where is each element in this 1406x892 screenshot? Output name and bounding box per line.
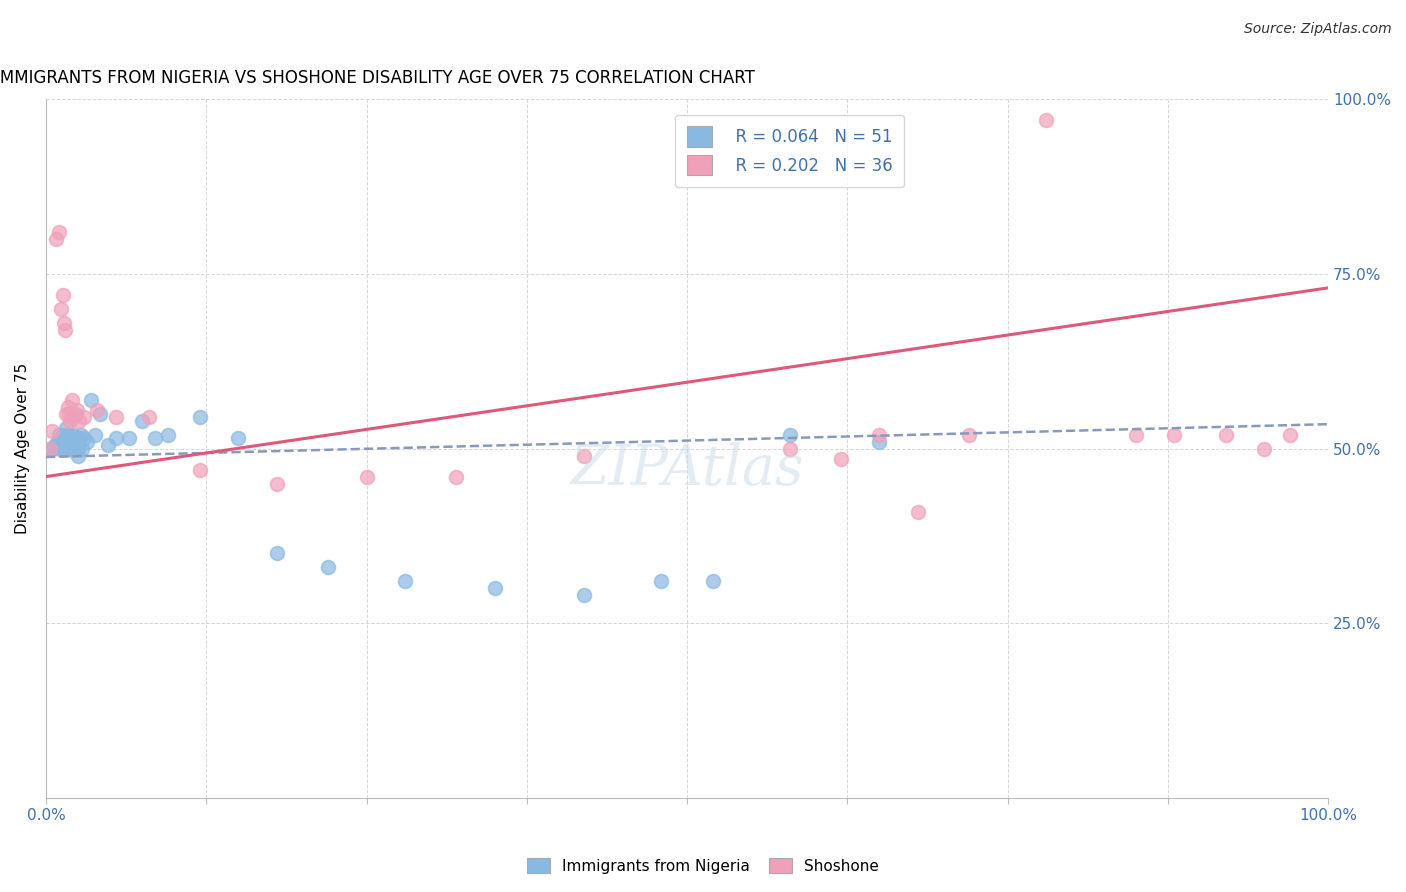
Point	[53, 438, 76, 452]
Point	[66, 442, 89, 456]
Point	[73, 410, 96, 425]
Point	[51, 434, 73, 449]
Point	[56, 442, 79, 456]
Point	[143, 431, 166, 445]
Point	[52, 288, 75, 302]
Point	[394, 574, 416, 589]
Point	[356, 469, 378, 483]
Point	[957, 427, 980, 442]
Point	[46, 434, 69, 449]
Point	[1125, 427, 1147, 442]
Point	[55, 434, 77, 449]
Point	[779, 427, 801, 442]
Point	[1253, 442, 1275, 456]
Point	[44, 438, 66, 452]
Point	[52, 316, 75, 330]
Point	[70, 442, 93, 456]
Point	[63, 442, 86, 456]
Point	[53, 323, 76, 337]
Point	[60, 438, 83, 452]
Point	[76, 434, 98, 449]
Point	[138, 410, 160, 425]
Point	[58, 427, 80, 442]
Point	[131, 414, 153, 428]
Point	[266, 546, 288, 560]
Point	[62, 427, 84, 442]
Point	[63, 410, 86, 425]
Point	[188, 462, 211, 476]
Point	[105, 410, 128, 425]
Point	[446, 469, 468, 483]
Point	[316, 560, 339, 574]
Point	[86, 403, 108, 417]
Point	[574, 449, 596, 463]
Text: ZIPAtlas: ZIPAtlas	[571, 442, 804, 497]
Point	[51, 301, 73, 316]
Point	[266, 476, 288, 491]
Point	[118, 431, 141, 445]
Point	[96, 438, 118, 452]
Point	[1163, 427, 1185, 442]
Point	[45, 232, 67, 246]
Point	[52, 434, 75, 449]
Point	[574, 588, 596, 602]
Point	[779, 442, 801, 456]
Legend: Immigrants from Nigeria, Shoshone: Immigrants from Nigeria, Shoshone	[522, 852, 884, 880]
Point	[58, 407, 80, 421]
Point	[156, 427, 179, 442]
Point	[67, 431, 90, 445]
Point	[188, 410, 211, 425]
Point	[60, 392, 83, 407]
Point	[59, 414, 82, 428]
Point	[38, 442, 60, 456]
Point	[1215, 427, 1237, 442]
Point	[868, 427, 890, 442]
Point	[89, 407, 111, 421]
Point	[702, 574, 724, 589]
Point	[66, 449, 89, 463]
Point	[63, 434, 86, 449]
Point	[58, 442, 80, 456]
Point	[55, 420, 77, 434]
Text: IMMIGRANTS FROM NIGERIA VS SHOSHONE DISABILITY AGE OVER 75 CORRELATION CHART: IMMIGRANTS FROM NIGERIA VS SHOSHONE DISA…	[0, 69, 755, 87]
Point	[907, 504, 929, 518]
Point	[226, 431, 249, 445]
Point	[56, 400, 79, 414]
Point	[67, 414, 90, 428]
Point	[59, 442, 82, 456]
Point	[868, 434, 890, 449]
Point	[52, 427, 75, 442]
Point	[49, 442, 72, 456]
Point	[66, 403, 89, 417]
Point	[69, 427, 91, 442]
Point	[52, 442, 75, 456]
Point	[1278, 427, 1301, 442]
Point	[48, 427, 70, 442]
Legend:   R = 0.064   N = 51,   R = 0.202   N = 36: R = 0.064 N = 51, R = 0.202 N = 36	[675, 114, 904, 186]
Point	[73, 431, 96, 445]
Point	[38, 442, 60, 456]
Y-axis label: Disability Age Over 75: Disability Age Over 75	[15, 363, 30, 534]
Point	[80, 392, 103, 407]
Point	[53, 442, 76, 456]
Point	[830, 452, 852, 467]
Point	[83, 427, 105, 442]
Point	[484, 582, 506, 596]
Point	[1035, 113, 1057, 128]
Point	[105, 431, 128, 445]
Point	[48, 225, 70, 239]
Text: Source: ZipAtlas.com: Source: ZipAtlas.com	[1244, 22, 1392, 37]
Point	[41, 424, 63, 438]
Point	[41, 442, 63, 456]
Point	[55, 407, 77, 421]
Point	[650, 574, 672, 589]
Point	[66, 431, 89, 445]
Point	[65, 407, 87, 421]
